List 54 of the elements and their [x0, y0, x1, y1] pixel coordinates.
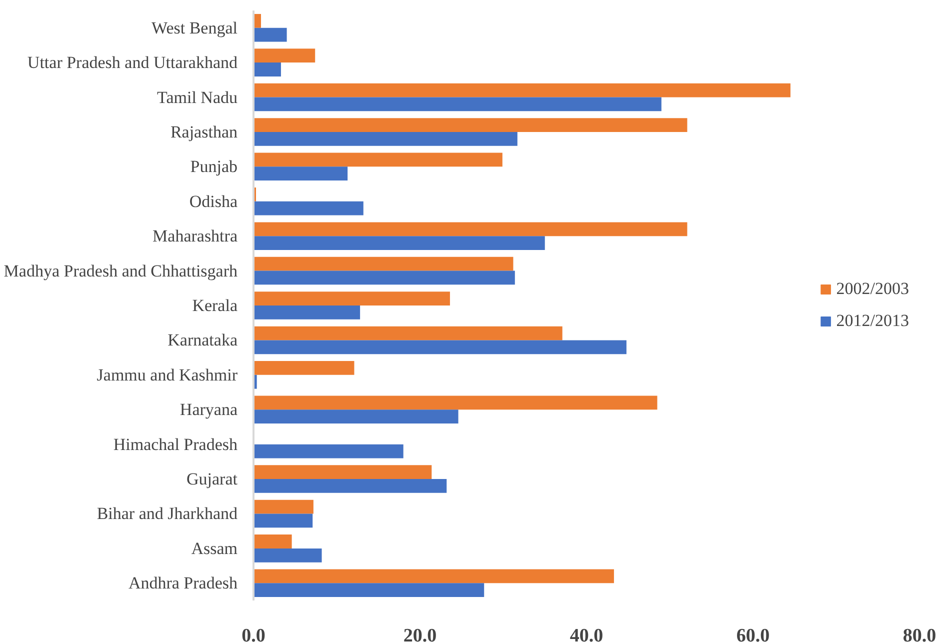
bar: [254, 548, 322, 562]
bar: [254, 479, 447, 493]
bar: [254, 500, 314, 514]
x-tick-label: 80.0: [902, 626, 936, 644]
y-tick-label: Gujarat: [186, 470, 238, 489]
bar: [254, 410, 458, 424]
y-tick-label: Punjab: [190, 157, 238, 176]
bar: [254, 166, 348, 181]
bar: [254, 236, 545, 250]
legend-label: 2002/2003: [836, 279, 909, 299]
y-tick-label: Odisha: [189, 192, 238, 211]
x-tick-label: 20.0: [403, 626, 437, 644]
bar: [254, 222, 688, 236]
bar: [254, 306, 360, 320]
y-tick-label: West Bengal: [152, 18, 238, 38]
bar: [254, 132, 518, 146]
bar: [254, 292, 450, 306]
x-tick-label: 0.0: [242, 626, 266, 644]
bar: [254, 28, 287, 42]
x-tick-label: 40.0: [570, 626, 604, 644]
bar: [254, 97, 662, 112]
legend-label: 2012/2013: [836, 311, 909, 331]
bar: [254, 444, 404, 458]
y-tick-label: Tamil Nadu: [157, 88, 238, 107]
y-tick-label: Kerala: [192, 296, 238, 315]
y-tick-label: Rajasthan: [170, 122, 238, 142]
bar: [254, 569, 614, 584]
bar: [254, 465, 432, 480]
y-tick-label: Karnataka: [168, 330, 238, 350]
bar: [254, 118, 688, 132]
bar: [254, 152, 502, 167]
bar: [254, 514, 313, 528]
x-tick-label: 60.0: [736, 626, 770, 644]
bar: [254, 361, 354, 375]
bar: [254, 340, 626, 354]
y-tick-label: Andhra Pradesh: [128, 574, 238, 593]
bar: [254, 270, 515, 285]
y-tick-label: Madhya Pradesh and Chhattisgarh: [4, 261, 238, 280]
y-tick-label: Jammu and Kashmir: [96, 365, 238, 384]
bar: [254, 48, 316, 63]
y-tick-label: Maharashtra: [152, 226, 238, 246]
bar: [254, 83, 790, 98]
bar: [254, 201, 364, 216]
bar: [254, 326, 562, 340]
y-tick-label: Bihar and Jharkhand: [96, 504, 238, 524]
bar: [254, 62, 281, 76]
bar: [254, 256, 514, 271]
y-tick-label: Assam: [191, 538, 238, 558]
bar: [254, 583, 484, 598]
y-tick-label: Uttar Pradesh and Uttarakhand: [27, 53, 238, 72]
y-tick-label: Haryana: [180, 400, 238, 420]
bar: [254, 534, 292, 548]
bar: [254, 396, 658, 410]
y-tick-label: Himachal Pradesh: [113, 434, 238, 454]
